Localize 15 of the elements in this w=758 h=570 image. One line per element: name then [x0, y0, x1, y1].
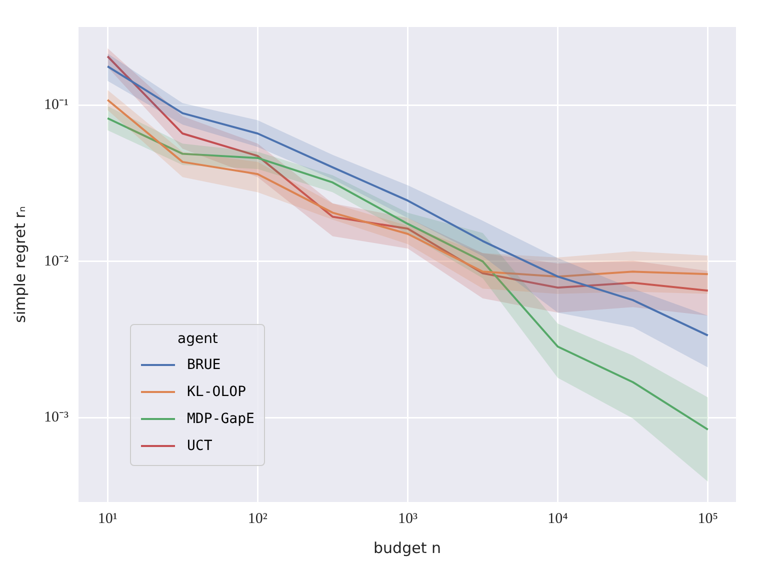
- legend-label: MDP-GapE: [187, 410, 254, 426]
- legend-label: KL-OLOP: [187, 384, 246, 400]
- y-tick-label: 10⁻²: [44, 253, 69, 270]
- y-axis-title: simple regret rₙ: [10, 206, 29, 323]
- x-tick-label: 10⁵: [698, 510, 718, 527]
- legend-label: UCT: [187, 438, 212, 454]
- y-tick-label: 10⁻³: [44, 410, 69, 426]
- legend-title: agent: [176, 331, 219, 347]
- x-axis-title: budget n: [374, 538, 441, 557]
- x-tick-label: 10¹: [98, 510, 118, 527]
- legend-label: BRUE: [187, 356, 221, 372]
- x-tick-label: 10⁴: [548, 510, 568, 527]
- x-tick-label: 10³: [398, 510, 418, 527]
- y-tick-label: 10⁻¹: [44, 97, 68, 114]
- x-tick-label: 10²: [248, 510, 268, 527]
